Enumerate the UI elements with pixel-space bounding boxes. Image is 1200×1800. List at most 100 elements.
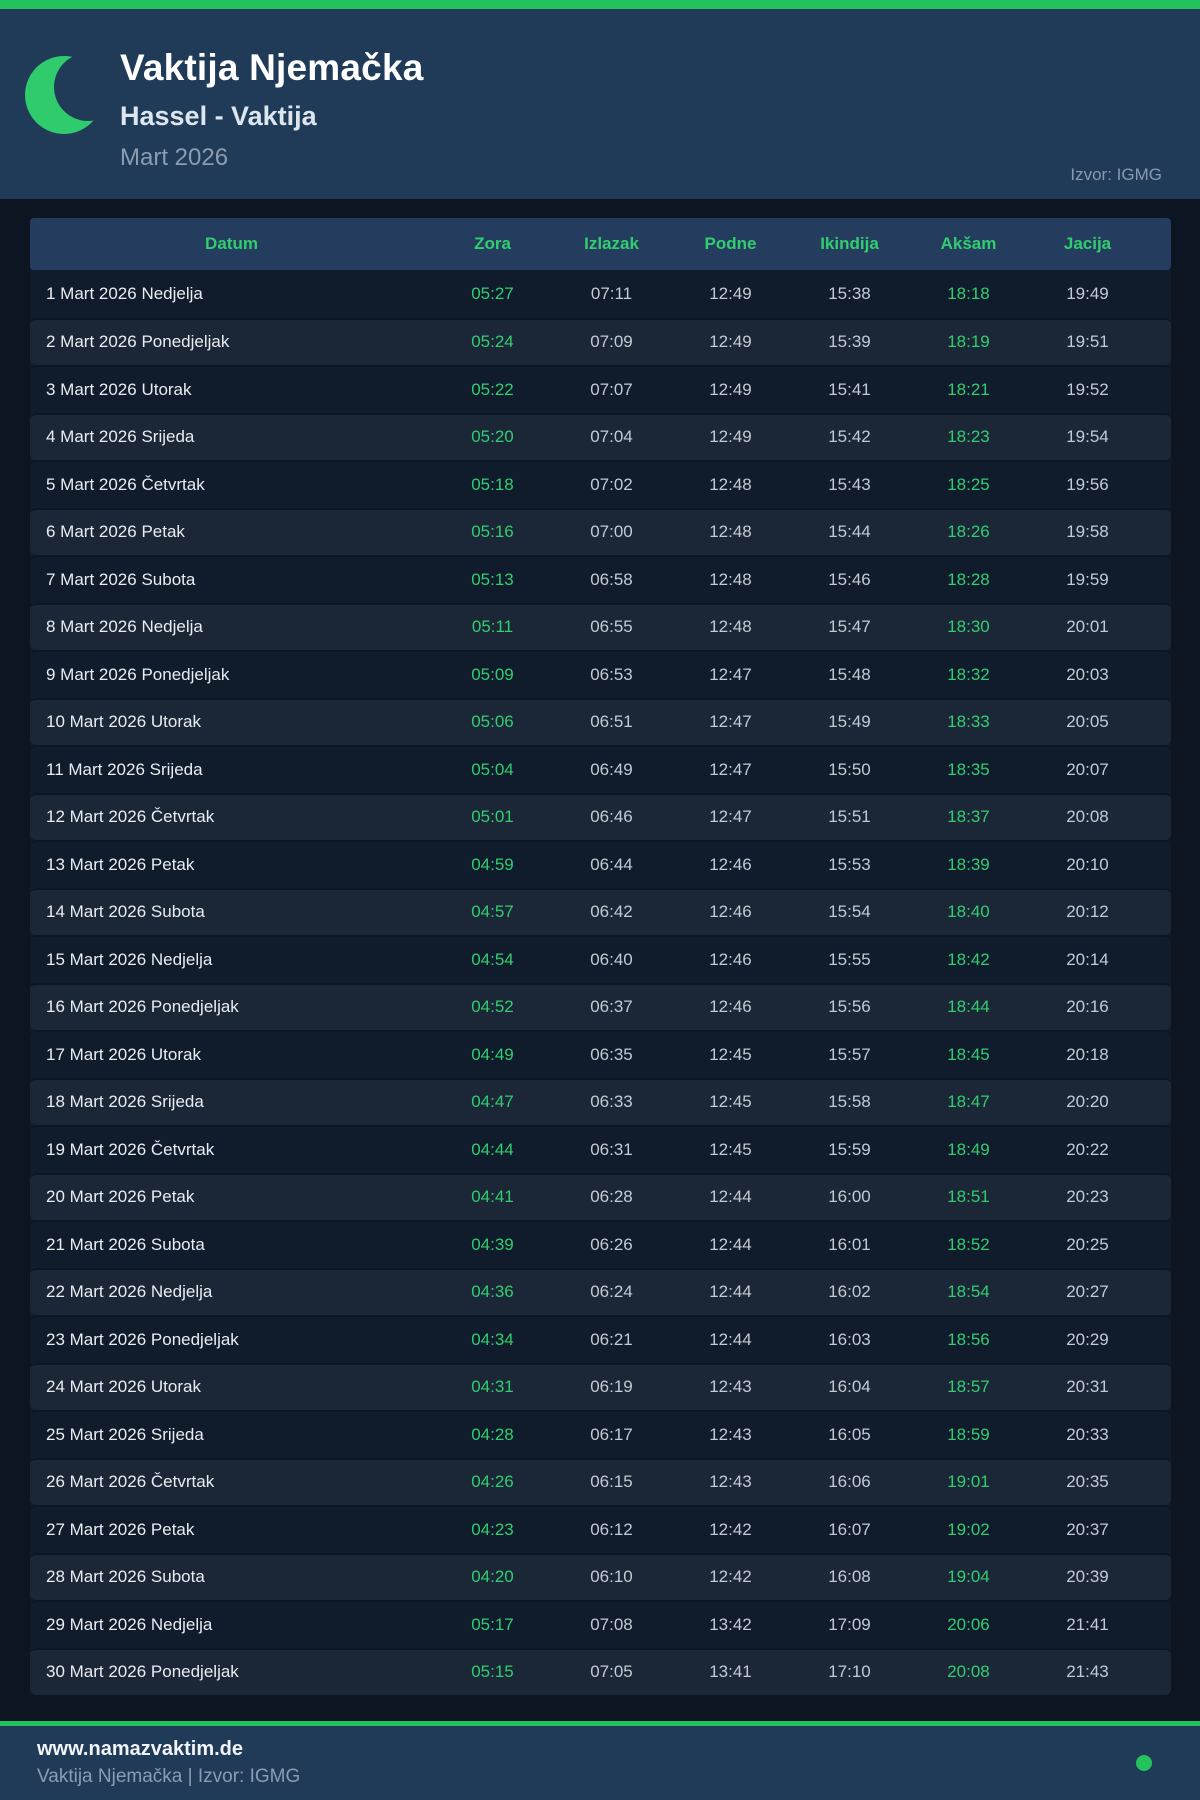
- time-cell-jacija: 20:27: [1066, 1282, 1109, 1302]
- page-footer: www.namazvaktim.de Vaktija Njemačka | Iz…: [0, 1726, 1200, 1800]
- prayer-times-table: Datum Zora Izlazak Podne Ikindija Akšam …: [30, 218, 1171, 1695]
- crescent-moon-icon: [25, 55, 104, 134]
- time-cell-ikindija: 15:59: [828, 1139, 871, 1159]
- time-cell-izlazak: 06:12: [590, 1519, 633, 1539]
- time-cell-aksam: 18:19: [947, 332, 990, 352]
- time-cell-zora: 04:54: [471, 949, 514, 969]
- time-cell-izlazak: 06:15: [590, 1472, 633, 1492]
- time-cell-podne: 12:43: [709, 1472, 752, 1492]
- time-cell-ikindija: 15:53: [828, 854, 871, 874]
- time-cell-jacija: 20:25: [1066, 1234, 1109, 1254]
- footer-accent-line: [0, 1721, 1200, 1726]
- main-content: Datum Zora Izlazak Podne Ikindija Akšam …: [0, 199, 1200, 1721]
- table-row: 12 Mart 2026 Četvrtak 05:01 06:46 12:47 15:5…: [30, 792, 1171, 840]
- time-cell-jacija: 20:08: [1066, 807, 1109, 827]
- time-cell-izlazak: 07:02: [590, 474, 633, 494]
- table-row: 17 Mart 2026 Utorak 04:49 06:35 12:45 15:57 1…: [30, 1030, 1171, 1078]
- date-cell: 6 Mart 2026 Petak: [46, 522, 185, 542]
- time-cell-zora: 04:41: [471, 1187, 514, 1207]
- time-cell-zora: 05:20: [471, 427, 514, 447]
- time-cell-zora: 05:01: [471, 807, 514, 827]
- time-cell-zora: 05:13: [471, 569, 514, 589]
- time-cell-jacija: 19:56: [1066, 474, 1109, 494]
- time-cell-ikindija: 15:56: [828, 997, 871, 1017]
- date-cell: 5 Mart 2026 Četvrtak: [46, 474, 205, 494]
- time-cell-izlazak: 06:53: [590, 664, 633, 684]
- time-cell-izlazak: 07:09: [590, 332, 633, 352]
- table-row: 1 Mart 2026 Nedjelja 05:27 07:11 12:49 15:38…: [30, 270, 1171, 318]
- time-cell-zora: 05:09: [471, 664, 514, 684]
- time-cell-aksam: 18:30: [947, 617, 990, 637]
- time-cell-zora: 05:11: [471, 617, 514, 637]
- time-cell-jacija: 20:03: [1066, 664, 1109, 684]
- time-cell-jacija: 20:22: [1066, 1139, 1109, 1159]
- time-cell-izlazak: 07:08: [590, 1614, 633, 1634]
- date-cell: 17 Mart 2026 Utorak: [46, 1044, 201, 1064]
- time-cell-izlazak: 07:11: [590, 283, 633, 303]
- time-cell-ikindija: 16:01: [828, 1234, 871, 1254]
- table-row: 14 Mart 2026 Subota 04:57 06:42 12:46 15:54 1…: [30, 887, 1171, 935]
- time-cell-jacija: 20:07: [1066, 759, 1109, 779]
- time-cell-aksam: 18:18: [947, 283, 990, 303]
- month-label: Mart 2026: [120, 144, 229, 171]
- time-cell-podne: 12:48: [709, 617, 752, 637]
- time-cell-izlazak: 06:31: [590, 1139, 633, 1159]
- time-cell-aksam: 19:01: [947, 1472, 990, 1492]
- time-cell-aksam: 18:54: [947, 1282, 990, 1302]
- time-cell-podne: 12:49: [709, 332, 752, 352]
- table-row: 28 Mart 2026 Subota 04:20 06:10 12:42 16:08 1…: [30, 1552, 1171, 1600]
- time-cell-zora: 05:22: [471, 379, 514, 399]
- time-cell-zora: 04:31: [471, 1377, 514, 1397]
- time-cell-izlazak: 06:19: [590, 1377, 633, 1397]
- time-cell-izlazak: 06:58: [590, 569, 633, 589]
- table-row: 13 Mart 2026 Petak 04:59 06:44 12:46 15:53 18…: [30, 840, 1171, 888]
- time-cell-aksam: 18:56: [947, 1329, 990, 1349]
- time-cell-izlazak: 07:00: [590, 522, 633, 542]
- time-cell-aksam: 18:47: [947, 1092, 990, 1112]
- table-row: 21 Mart 2026 Subota 04:39 06:26 12:44 16:01 1…: [30, 1220, 1171, 1268]
- time-cell-jacija: 19:54: [1066, 427, 1109, 447]
- source-label: Izvor: IGMG: [1070, 165, 1162, 184]
- time-cell-zora: 04:47: [471, 1092, 514, 1112]
- time-cell-zora: 05:17: [471, 1614, 514, 1634]
- time-cell-aksam: 18:40: [947, 902, 990, 922]
- table-row: 11 Mart 2026 Srijeda 05:04 06:49 12:47 15:50…: [30, 745, 1171, 793]
- time-cell-izlazak: 06:49: [590, 759, 633, 779]
- time-cell-zora: 04:20: [471, 1567, 514, 1587]
- time-cell-podne: 12:43: [709, 1424, 752, 1444]
- table-row: 8 Mart 2026 Nedjelja 05:11 06:55 12:48 15:47…: [30, 602, 1171, 650]
- table-row: 2 Mart 2026 Ponedjeljak 05:24 07:09 12:49 15…: [30, 317, 1171, 365]
- time-cell-ikindija: 15:41: [828, 379, 871, 399]
- time-cell-aksam: 19:02: [947, 1519, 990, 1539]
- time-cell-jacija: 20:12: [1066, 902, 1109, 922]
- table-row: 6 Mart 2026 Petak 05:16 07:00 12:48 15:44 18:…: [30, 507, 1171, 555]
- time-cell-zora: 04:59: [471, 854, 514, 874]
- table-row: 20 Mart 2026 Petak 04:41 06:28 12:44 16:00 18…: [30, 1172, 1171, 1220]
- time-cell-ikindija: 16:04: [828, 1377, 871, 1397]
- time-cell-podne: 12:46: [709, 997, 752, 1017]
- time-cell-podne: 12:49: [709, 379, 752, 399]
- time-cell-zora: 05:18: [471, 474, 514, 494]
- time-cell-podne: 12:44: [709, 1329, 752, 1349]
- time-cell-aksam: 18:25: [947, 474, 990, 494]
- date-cell: 4 Mart 2026 Srijeda: [46, 427, 195, 447]
- time-cell-ikindija: 15:54: [828, 902, 871, 922]
- time-cell-ikindija: 17:10: [828, 1662, 871, 1682]
- time-cell-ikindija: 15:44: [828, 522, 871, 542]
- page-title: Vaktija Njemačka: [120, 47, 424, 88]
- time-cell-jacija: 20:01: [1066, 617, 1109, 637]
- time-cell-izlazak: 06:17: [590, 1424, 633, 1444]
- time-cell-zora: 04:34: [471, 1329, 514, 1349]
- time-cell-podne: 13:41: [709, 1662, 752, 1682]
- time-cell-zora: 05:04: [471, 759, 514, 779]
- date-cell: 11 Mart 2026 Srijeda: [46, 759, 203, 779]
- table-row: 22 Mart 2026 Nedjelja 04:36 06:24 12:44 16:0…: [30, 1267, 1171, 1315]
- time-cell-podne: 12:48: [709, 569, 752, 589]
- time-cell-podne: 12:42: [709, 1519, 752, 1539]
- time-cell-izlazak: 06:37: [590, 997, 633, 1017]
- table-row: 3 Mart 2026 Utorak 05:22 07:07 12:49 15:41 18…: [30, 365, 1171, 413]
- time-cell-podne: 12:46: [709, 902, 752, 922]
- table-row: 16 Mart 2026 Ponedjeljak 04:52 06:37 12:46 1…: [30, 982, 1171, 1030]
- time-cell-ikindija: 15:51: [828, 807, 871, 827]
- table-row: 19 Mart 2026 Četvrtak 04:44 06:31 12:45 15:5…: [30, 1125, 1171, 1173]
